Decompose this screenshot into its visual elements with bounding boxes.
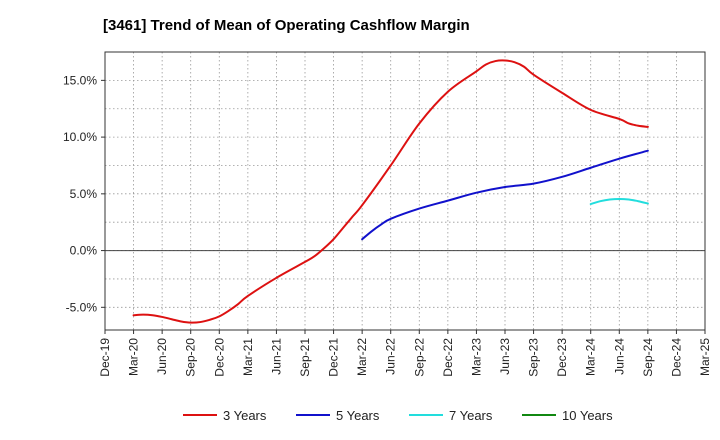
x-tick-label: Mar-24 — [584, 338, 598, 376]
x-tick-label: Mar-22 — [355, 338, 369, 376]
series-line-7-years — [589, 197, 649, 206]
x-tick-label: Dec-21 — [327, 338, 341, 377]
y-tick-label: 0.0% — [70, 244, 98, 258]
legend-label: 7 Years — [449, 408, 493, 423]
legend-label: 5 Years — [336, 408, 380, 423]
x-tick-label: Dec-20 — [212, 338, 226, 377]
plot-area — [105, 52, 705, 330]
x-tick-label: Mar-23 — [469, 338, 483, 376]
x-tick-label: Sep-21 — [298, 338, 312, 377]
legend-label: 3 Years — [223, 408, 267, 423]
x-tick-label: Mar-25 — [698, 338, 712, 376]
x-tick-label: Sep-23 — [527, 338, 541, 377]
legend-label: 10 Years — [562, 408, 613, 423]
x-tick-label: Sep-22 — [412, 338, 426, 377]
y-tick-label: 15.0% — [63, 73, 97, 87]
x-tick-label: Sep-24 — [641, 338, 655, 377]
x-tick-label: Jun-21 — [269, 338, 283, 375]
series-line-5-years — [361, 149, 649, 241]
x-tick-label: Jun-23 — [498, 338, 512, 375]
x-tick-label: Dec-22 — [441, 338, 455, 377]
y-tick-label: -5.0% — [66, 300, 98, 314]
series-group — [132, 59, 649, 324]
x-tick-label: Mar-21 — [241, 338, 255, 376]
series-line-3-years — [132, 59, 649, 324]
x-tick-label: Mar-20 — [127, 338, 141, 376]
x-tick-label: Sep-20 — [184, 338, 198, 377]
plot-border — [104, 51, 706, 331]
y-axis: -5.0% 0.0% 5.0% 10.0% 15.0% — [63, 73, 105, 314]
x-tick-label: Jun-20 — [155, 338, 169, 375]
x-tick-label: Jun-24 — [612, 338, 626, 375]
legend: 3 Years 5 Years 7 Years 10 Years — [183, 408, 613, 423]
y-tick-label: 5.0% — [70, 187, 98, 201]
x-axis: Dec-19 Mar-20 Jun-20 Sep-20 Dec-20 Mar-21 Jun-… — [98, 330, 712, 377]
x-tick-label: Dec-23 — [555, 338, 569, 377]
y-tick-label: 10.0% — [63, 130, 97, 144]
x-tick-label: Dec-24 — [669, 338, 683, 377]
x-tick-label: Jun-22 — [384, 338, 398, 375]
x-tick-label: Dec-19 — [98, 338, 112, 377]
chart-title: [3461] Trend of Mean of Operating Cashfl… — [103, 17, 470, 34]
